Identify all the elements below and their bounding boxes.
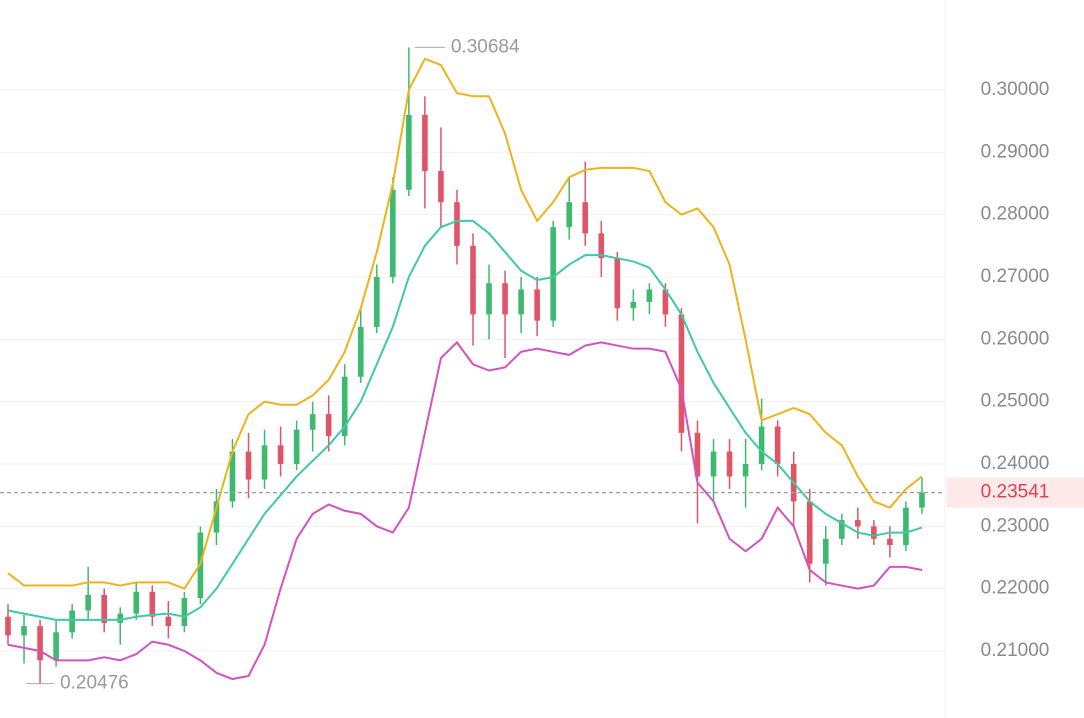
candle-body	[774, 426, 781, 464]
candle-body	[5, 616, 11, 636]
candle-body	[422, 114, 428, 172]
candle-body	[758, 426, 765, 464]
candle-body	[566, 202, 573, 228]
candle-body	[550, 227, 556, 321]
y-tick-label: 0.25000	[981, 391, 1050, 412]
candle-body	[694, 432, 701, 477]
candle-body	[598, 233, 605, 259]
band-line	[7, 219, 923, 621]
candle-body	[373, 277, 380, 327]
candle-body	[309, 414, 316, 430]
candle-body	[165, 616, 172, 627]
last-price-box	[947, 477, 1084, 508]
candle-body	[518, 289, 524, 315]
candle-body	[582, 202, 589, 234]
y-tick-label: 0.30000	[981, 79, 1050, 100]
candle-body	[101, 594, 108, 623]
max-label: 0.30684	[451, 36, 520, 57]
candle-body	[919, 492, 925, 508]
candle-body	[406, 114, 412, 190]
y-tick-label: 0.27000	[981, 266, 1050, 287]
candle-body	[486, 283, 492, 315]
candle-body	[245, 451, 252, 480]
candle-body	[646, 289, 653, 302]
candle-body	[806, 501, 813, 564]
candle-body	[470, 245, 476, 315]
y-tick-label: 0.26000	[981, 328, 1050, 349]
candle-body	[357, 326, 364, 377]
min-label: 0.20476	[60, 673, 129, 694]
candle-body	[662, 289, 669, 315]
candle-body	[887, 538, 893, 546]
candle-body	[341, 376, 348, 436]
candle-body	[438, 171, 444, 203]
candle-body	[133, 591, 140, 614]
candle-body	[390, 189, 396, 278]
candle-body	[69, 610, 75, 633]
y-tick-label: 0.29000	[981, 141, 1050, 162]
band-line	[7, 340, 923, 681]
candle-body	[53, 632, 59, 661]
candle-body	[614, 258, 621, 309]
candle-body	[742, 463, 749, 477]
candle-body	[261, 445, 268, 480]
candle-body	[85, 594, 91, 611]
candle-body	[822, 538, 829, 564]
candle-body	[855, 520, 861, 527]
band-line	[7, 57, 923, 590]
candle-body	[838, 520, 845, 539]
candle-body	[213, 501, 220, 533]
candle-body	[117, 613, 124, 623]
candle-body	[149, 591, 156, 617]
candle-body	[871, 526, 877, 539]
candle-body	[678, 314, 685, 433]
y-tick-label: 0.24000	[981, 453, 1050, 474]
candle-body	[277, 445, 284, 464]
candle-body	[726, 451, 733, 477]
y-tick-label: 0.21000	[981, 640, 1050, 661]
candle-body	[21, 626, 27, 636]
last-price-label: 0.23541	[981, 482, 1050, 503]
candle-body	[229, 451, 236, 502]
candle-body	[903, 507, 909, 546]
candle-body	[630, 301, 637, 309]
y-tick-label: 0.22000	[981, 578, 1050, 599]
y-tick-label: 0.28000	[981, 204, 1050, 225]
candle-body	[454, 202, 460, 246]
candle-body	[293, 429, 300, 464]
candle-body	[502, 283, 508, 315]
candle-body	[37, 626, 43, 661]
candle-body	[710, 451, 717, 477]
candle-body	[181, 598, 188, 627]
candle-body	[534, 289, 540, 321]
y-tick-label: 0.23000	[981, 515, 1050, 536]
candle-body	[325, 414, 332, 436]
